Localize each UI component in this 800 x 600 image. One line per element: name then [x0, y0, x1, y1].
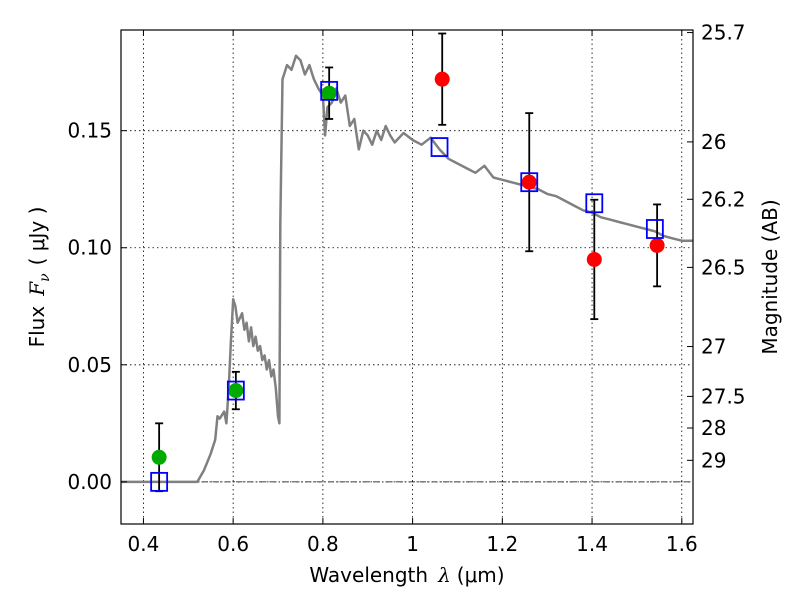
- y-tick-label: 0.10: [67, 236, 112, 260]
- model-square-point: [320, 80, 339, 101]
- y2-tick-label: 27: [701, 335, 726, 359]
- x-tick-label: 1.4: [576, 532, 608, 556]
- y-axis-label: Flux Fν ( μJy ): [25, 207, 53, 348]
- detection-point: [151, 449, 167, 465]
- y2-tick-label: 27.5: [701, 384, 746, 408]
- x-tick-label: 0.4: [128, 532, 160, 556]
- y2-tick-label: 25.7: [701, 21, 746, 45]
- detection-points: [151, 71, 665, 465]
- detection-point: [521, 174, 537, 190]
- y2-tick-label: 29: [701, 448, 726, 472]
- x-axis-label-symbol: λ: [437, 563, 451, 587]
- y-axis-label-subscript: ν: [37, 273, 53, 282]
- model-square-point: [520, 172, 539, 193]
- plot-background: [121, 30, 693, 524]
- y2-axis-label: Magnitude (AB): [758, 199, 782, 354]
- model-square-point: [226, 380, 245, 401]
- x-tick-label: 0.8: [307, 532, 339, 556]
- model-square-point: [645, 219, 664, 239]
- y2-tick-label: 26.5: [701, 255, 746, 279]
- model-square-point: [585, 193, 604, 214]
- y-axis-label-symbol: F: [25, 281, 49, 297]
- y-axis-ticks: 0.00 0.05 0.10 0.15: [67, 119, 127, 494]
- x-axis-label: Wavelength λ (μm): [309, 563, 504, 587]
- detection-point: [586, 251, 602, 267]
- detection-point: [649, 237, 665, 253]
- x-axis-ticks: 0.4 0.6 0.8 1 1.2 1.4 1.6: [128, 30, 698, 556]
- model-photometry-points: [150, 80, 664, 492]
- y-axis-label-unit: ( μJy ): [25, 207, 49, 266]
- x-tick-label: 1.2: [486, 532, 518, 556]
- x-tick-label: 1.6: [666, 532, 698, 556]
- model-square-point: [430, 137, 449, 157]
- y2-tick-label: 26.2: [701, 187, 746, 211]
- y-tick-label: 0.00: [67, 470, 112, 494]
- x-axis-label-unit: (μm): [457, 563, 505, 587]
- y-tick-label: 0.05: [67, 353, 112, 377]
- y-axis-label-text: Flux: [25, 306, 49, 348]
- y2-tick-label: 28: [701, 416, 726, 440]
- x-tick-label: 0.6: [217, 532, 249, 556]
- model-square-point: [150, 471, 169, 492]
- y-tick-label: 0.15: [67, 119, 112, 143]
- y2-tick-label: 26: [701, 130, 726, 154]
- y2-axis-ticks: 25.7 26 26.2 26.5 27 27.5 28 29: [687, 21, 746, 472]
- plot-frame: [120, 29, 694, 525]
- x-tick-label: 1: [406, 532, 419, 556]
- x-axis-label-text: Wavelength: [309, 563, 428, 587]
- detection-point: [434, 71, 450, 87]
- detection-point: [321, 85, 337, 101]
- detection-point: [228, 383, 244, 399]
